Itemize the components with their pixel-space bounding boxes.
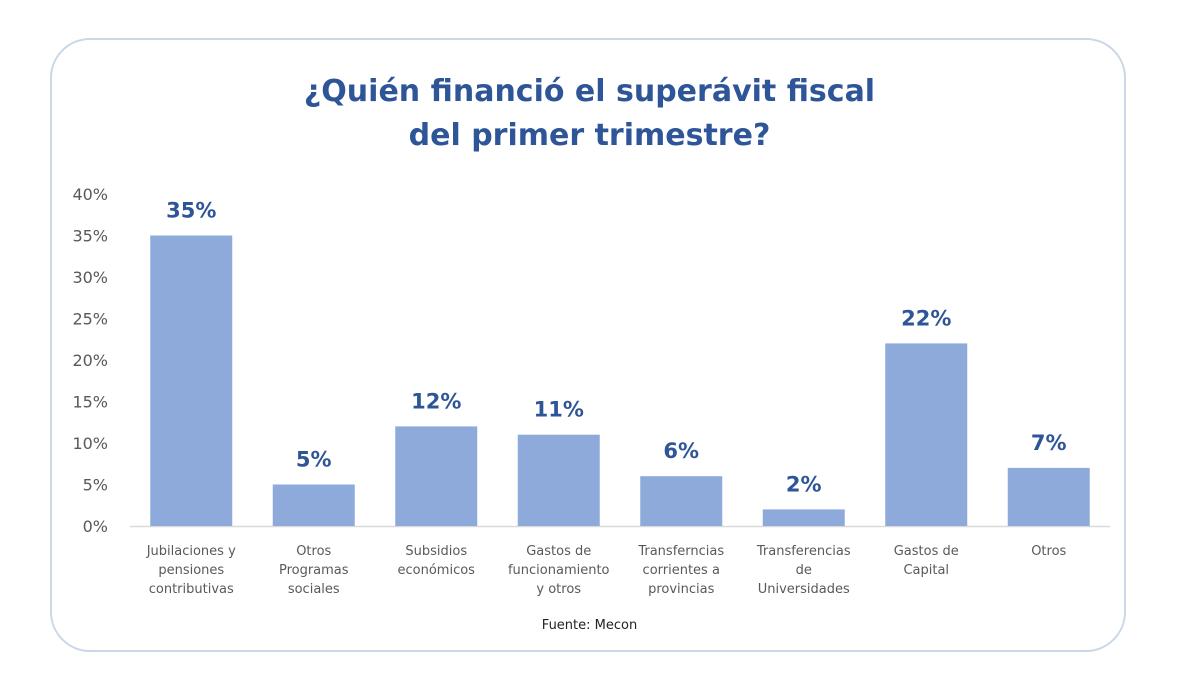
x-tick-label-line: Jubilaciones y xyxy=(146,544,236,559)
x-tick-label-line: Programas xyxy=(279,563,349,578)
x-tick-label: Jubilaciones y pensiones contributivas xyxy=(146,544,236,597)
x-tick-label-line: funcionamiento xyxy=(508,563,610,578)
data-label: 11% xyxy=(534,398,584,422)
chart-title-line-1: ¿Quién financió el superávit fiscal xyxy=(303,74,876,109)
y-tick-label: 0% xyxy=(83,517,108,536)
x-tick-label: Gastos de Capital xyxy=(894,544,959,578)
data-label: 2% xyxy=(786,472,822,496)
data-label: 35% xyxy=(166,199,216,223)
data-label: 6% xyxy=(663,439,699,463)
y-tick-label: 15% xyxy=(72,393,108,412)
chart-title: ¿Quién financió el superávit fiscal del … xyxy=(0,70,1179,158)
x-tick-label: Transferncias corrientes a provincias xyxy=(637,544,724,597)
x-tick-label-line: Otros xyxy=(1031,544,1066,559)
x-tick-label-line: Capital xyxy=(903,563,949,578)
bar xyxy=(1007,467,1090,526)
x-tick-label-line: Transferencias xyxy=(756,544,851,559)
bar xyxy=(272,484,355,526)
bar xyxy=(885,343,968,526)
y-tick-label: 25% xyxy=(72,310,108,329)
x-tick-label-line: corrientes a xyxy=(643,563,720,578)
data-label: 7% xyxy=(1031,431,1067,455)
bar xyxy=(517,434,600,526)
x-tick-label-line: y otros xyxy=(536,582,581,597)
x-tick-label-line: pensiones xyxy=(158,563,224,578)
source-note: Fuente: Mecon xyxy=(541,618,638,633)
x-tick-label-line: sociales xyxy=(288,582,340,597)
bar xyxy=(762,509,845,526)
x-tick-label: Transferencias de Universidades xyxy=(756,544,851,597)
chart-title-line-2: del primer trimestre? xyxy=(408,118,771,153)
x-tick-label-line: Gastos de xyxy=(526,544,591,559)
x-tick-label-line: contributivas xyxy=(149,582,234,597)
x-tick-label-line: de xyxy=(796,563,812,578)
bar xyxy=(395,426,478,526)
y-tick-label: 5% xyxy=(83,476,108,495)
bar xyxy=(640,476,723,526)
x-tick-label-line: Otros xyxy=(296,544,331,559)
y-tick-label: 10% xyxy=(72,434,108,453)
data-label: 22% xyxy=(901,306,951,330)
x-tick-label: Gastos de funcionamiento y otros xyxy=(508,544,610,597)
x-tick-label-line: provincias xyxy=(648,582,715,597)
y-tick-label: 20% xyxy=(72,351,108,370)
y-tick-label: 30% xyxy=(72,268,108,287)
y-tick-label: 35% xyxy=(72,227,108,246)
x-tick-label: Otros xyxy=(1031,544,1066,559)
x-tick-label-line: Transferncias xyxy=(637,544,724,559)
x-tick-label-line: económicos xyxy=(398,563,476,578)
x-tick-label-line: Universidades xyxy=(758,582,850,597)
x-tick-label-line: Subsidios xyxy=(405,544,467,559)
bar xyxy=(150,235,233,526)
x-tick-label-line: Gastos de xyxy=(894,544,959,559)
data-label: 5% xyxy=(296,448,332,472)
y-tick-label: 40% xyxy=(72,185,108,204)
data-label: 12% xyxy=(411,389,461,413)
x-tick-label: Subsidios económicos xyxy=(398,544,476,578)
x-tick-label: Otros Programas sociales xyxy=(279,544,349,597)
